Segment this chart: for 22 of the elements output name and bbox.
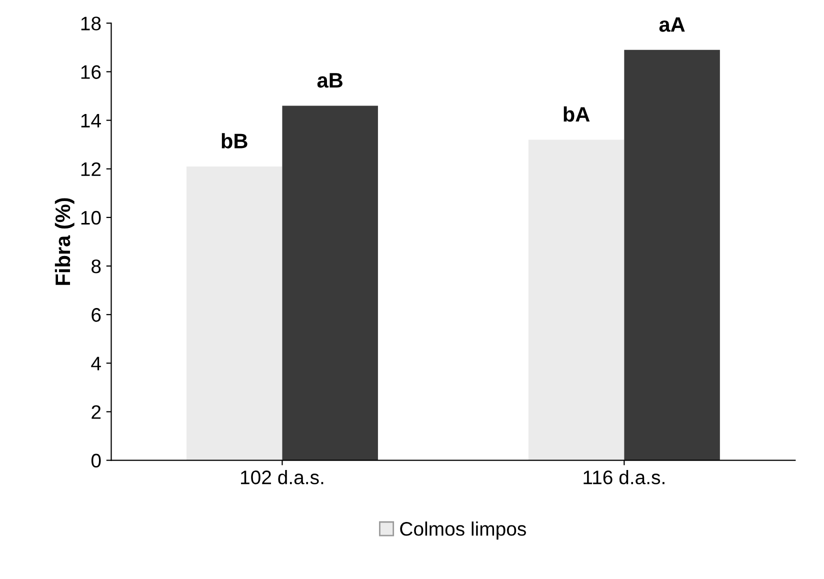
legend-label: Colmos limpos: [400, 522, 526, 540]
bar: [186, 166, 282, 460]
annotation: bA: [564, 106, 590, 122]
bar: [528, 140, 624, 460]
y-tick-label: 18: [81, 16, 101, 30]
y-tick-label: 4: [91, 356, 101, 370]
y-tick-label: 0: [91, 454, 101, 468]
y-tick-label: 8: [92, 259, 101, 274]
annotation: aA: [659, 17, 685, 32]
x-tick-label: 116 d.a.s.: [584, 470, 664, 484]
y-tick-label: 12: [81, 162, 101, 176]
y-tick-label: 16: [81, 65, 101, 79]
y-tick-label: 10: [81, 210, 101, 225]
bar: [282, 106, 378, 460]
y-tick-label: 6: [92, 308, 101, 322]
x-tick-label: 102 d.a.s.: [241, 470, 324, 484]
bar: [624, 50, 720, 460]
y-tick-label: 2: [92, 405, 101, 419]
y-tick-label: 14: [81, 114, 101, 128]
y-axis-title: Fibra (%): [54, 198, 74, 285]
annotation: aB: [317, 73, 342, 88]
annotation: bB: [222, 133, 248, 148]
